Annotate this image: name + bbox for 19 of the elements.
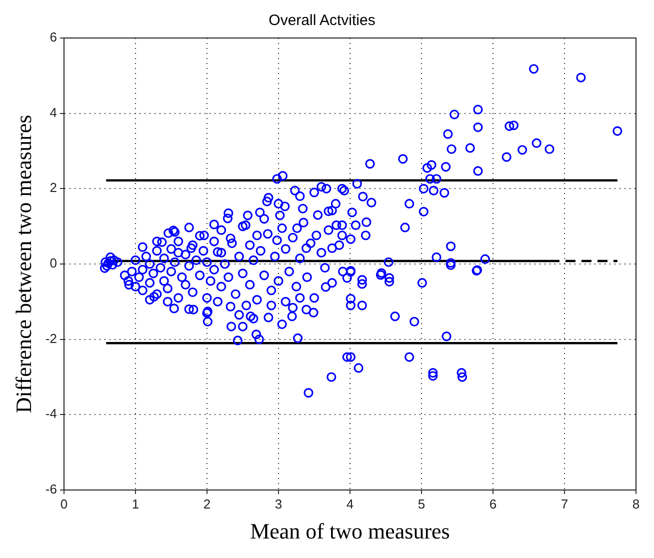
y-tick-label: -6	[45, 482, 57, 497]
y-tick-label: 2	[50, 180, 57, 196]
x-tick-label: 5	[418, 496, 426, 512]
x-tick-label: 0	[60, 496, 68, 512]
x-tick-label: 6	[489, 496, 497, 512]
y-tick-label: 4	[50, 104, 57, 120]
chart-title: Overall Actvities	[268, 12, 376, 30]
x-tick-label: 7	[560, 496, 568, 512]
x-tick-label: 2	[203, 496, 211, 512]
y-tick-label: 0	[50, 256, 57, 271]
x-axis-title: Mean of two measures	[250, 518, 450, 544]
y-tick-label: -4	[45, 406, 57, 422]
y-tick-label: -2	[45, 330, 57, 346]
y-axis-title: Difference between two measures	[10, 114, 36, 414]
y-tick-label: 6	[50, 30, 57, 45]
x-tick-label: 8	[632, 496, 640, 512]
x-tick-label: 4	[346, 496, 354, 512]
x-tick-label: 3	[274, 496, 282, 512]
x-tick-label: 1	[132, 496, 140, 512]
